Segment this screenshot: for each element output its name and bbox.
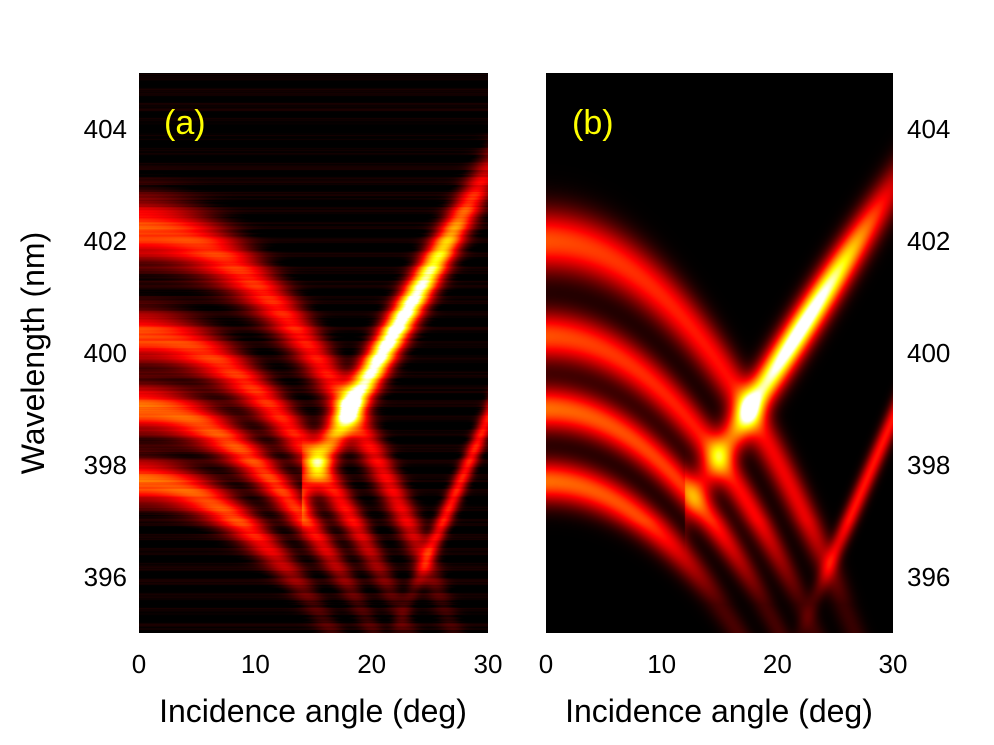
x-tick-label: 10 [241, 649, 270, 679]
panel-label-a: (a) [164, 104, 206, 142]
y-ticks-a: 396 398 400 402 404 [84, 114, 127, 592]
x-tick-label: 0 [132, 649, 146, 679]
y-tick-label: 404 [84, 114, 127, 144]
y-tick-label: 398 [84, 450, 127, 480]
x-tick-label: 30 [474, 649, 503, 679]
x-tick-label: 20 [357, 649, 386, 679]
heatmap-a [139, 73, 488, 633]
y-tick-label: 404 [907, 114, 950, 144]
heatmap-b [546, 73, 893, 633]
panel-b: (b) 396 398 400 402 404 0 10 20 30 Incidence an… [539, 73, 950, 729]
x-tick-label: 20 [763, 649, 792, 679]
x-tick-label: 0 [539, 649, 553, 679]
y-tick-label: 400 [84, 338, 127, 368]
x-tick-label: 30 [879, 649, 908, 679]
y-ticks-b: 396 398 400 402 404 [907, 114, 950, 592]
y-tick-label: 402 [84, 226, 127, 256]
x-tick-label: 10 [647, 649, 676, 679]
y-tick-label: 400 [907, 338, 950, 368]
x-ticks-a: 0 10 20 30 [132, 649, 503, 679]
panel-label-b: (b) [572, 104, 614, 142]
y-tick-label: 398 [907, 450, 950, 480]
x-ticks-b: 0 10 20 30 [539, 649, 908, 679]
x-axis-label-b: Incidence angle (deg) [565, 693, 873, 729]
x-axis-label-a: Incidence angle (deg) [159, 693, 467, 729]
y-tick-label: 402 [907, 226, 950, 256]
y-axis-label: Wavelength (nm) [15, 232, 51, 474]
panel-a: (a) 396 398 400 402 404 0 10 20 30 Incidence an… [15, 73, 502, 729]
y-tick-label: 396 [907, 562, 950, 592]
y-tick-label: 396 [84, 562, 127, 592]
